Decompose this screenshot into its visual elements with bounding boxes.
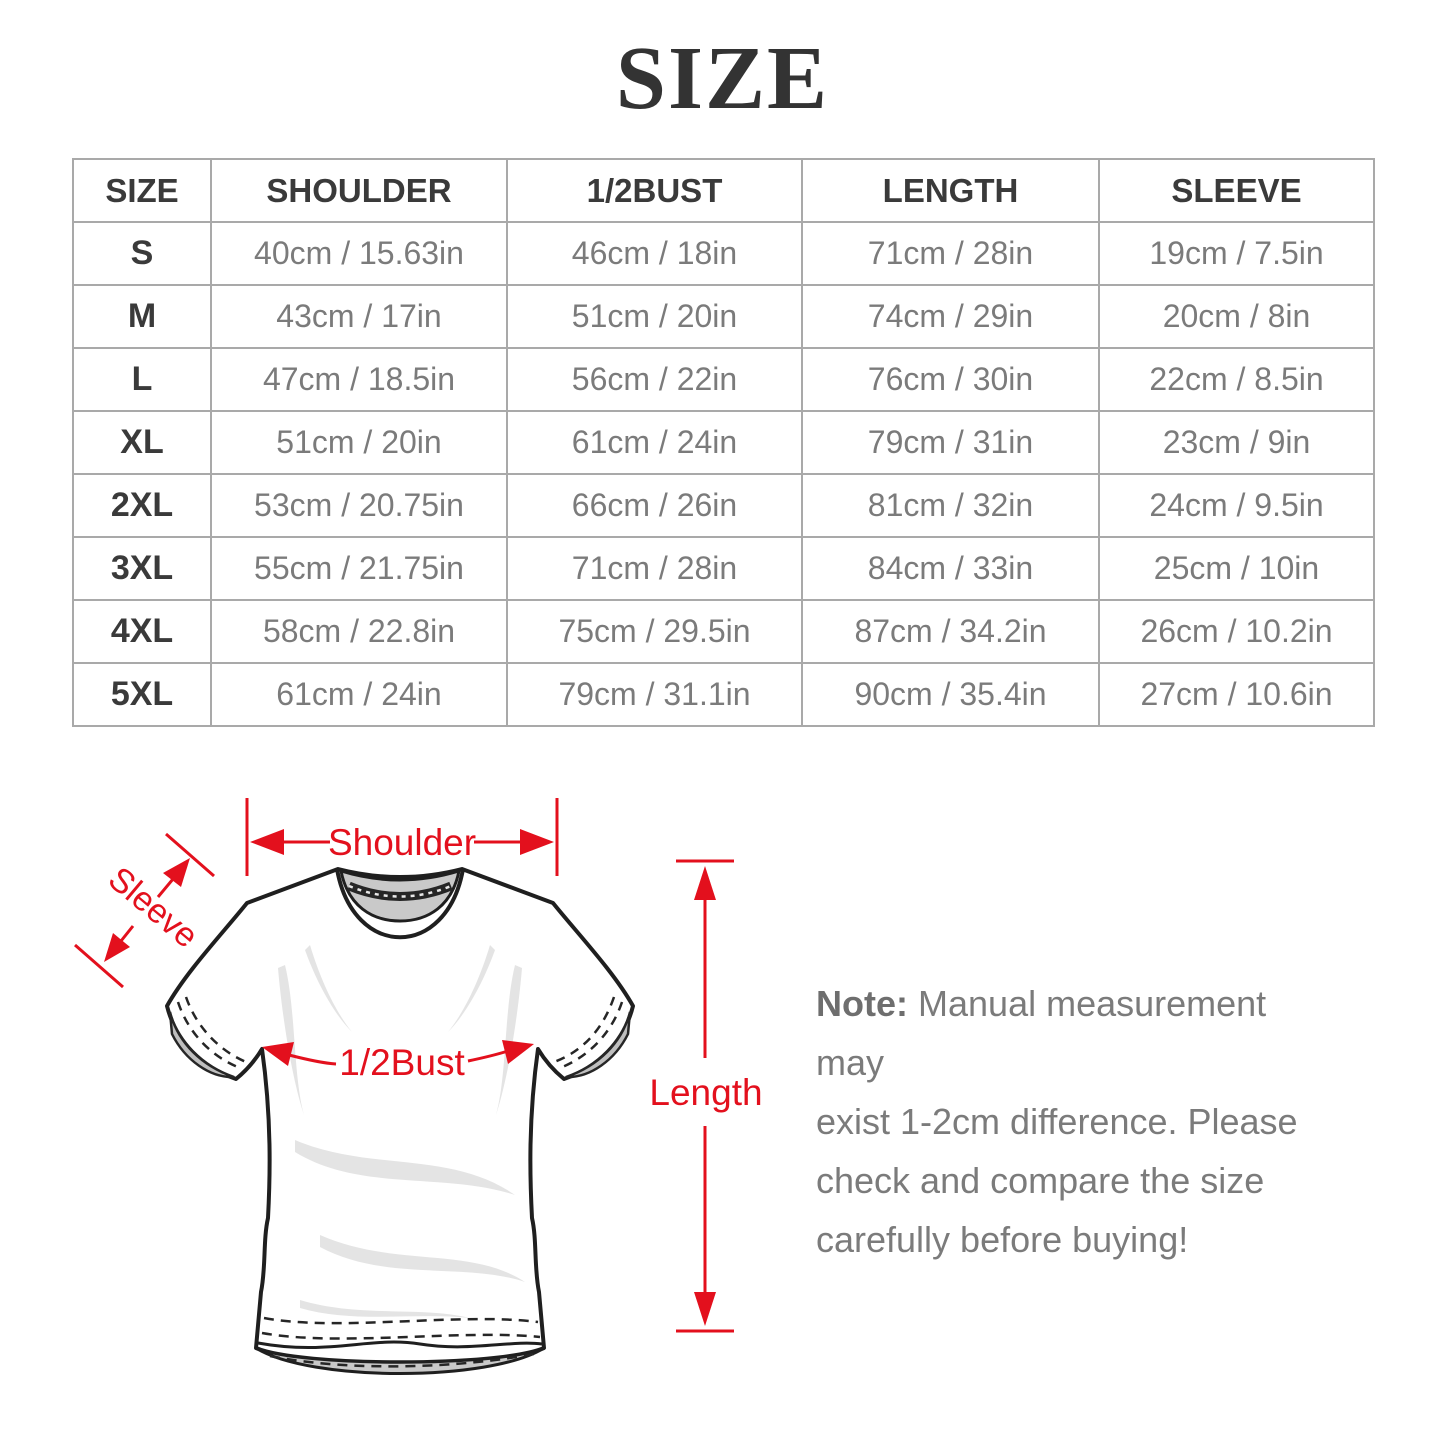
- collar-stitch-dots: [348, 884, 452, 898]
- hem-fold-line: [257, 1340, 543, 1349]
- row-size-label: XL: [72, 410, 212, 475]
- cell-sleeve: 19cm / 7.5in: [1098, 221, 1375, 286]
- cell-length: 79cm / 31in: [801, 410, 1100, 475]
- cell-halfbust: 46cm / 18in: [506, 221, 803, 286]
- cell-shoulder: 40cm / 15.63in: [210, 221, 508, 286]
- row-size-label: 5XL: [72, 662, 212, 727]
- cell-halfbust: 51cm / 20in: [506, 284, 803, 349]
- cell-shoulder: 61cm / 24in: [210, 662, 508, 727]
- table-header-row: SIZE SHOULDER 1/2BUST LENGTH SLEEVE: [72, 158, 1375, 223]
- cell-length: 81cm / 32in: [801, 473, 1100, 538]
- row-size-label: 3XL: [72, 536, 212, 601]
- right-sleeve-cuff: [553, 996, 632, 1079]
- cell-length: 87cm / 34.2in: [801, 599, 1100, 664]
- cell-halfbust: 61cm / 24in: [506, 410, 803, 475]
- column-header-sleeve: SLEEVE: [1098, 158, 1375, 223]
- cell-shoulder: 53cm / 20.75in: [210, 473, 508, 538]
- length-dimension-line: Length: [649, 859, 763, 1333]
- table-row: 4XL 58cm / 22.8in 75cm / 29.5in 87cm / 3…: [72, 599, 1375, 664]
- collar-front-rib: [335, 868, 465, 940]
- cell-shoulder: 51cm / 20in: [210, 410, 508, 475]
- cell-length: 90cm / 35.4in: [801, 662, 1100, 727]
- note-line: exist 1-2cm difference. Please: [816, 1101, 1298, 1142]
- cell-sleeve: 23cm / 9in: [1098, 410, 1375, 475]
- cell-length: 71cm / 28in: [801, 221, 1100, 286]
- table-row: 2XL 53cm / 20.75in 66cm / 26in 81cm / 32…: [72, 473, 1375, 538]
- cell-sleeve: 27cm / 10.6in: [1098, 662, 1375, 727]
- note-label: Note:: [816, 983, 908, 1024]
- cell-sleeve: 22cm / 8.5in: [1098, 347, 1375, 412]
- table-row: S 40cm / 15.63in 46cm / 18in 71cm / 28in…: [72, 221, 1375, 286]
- left-sleeve-cuff: [168, 996, 247, 1079]
- table-row: XL 51cm / 20in 61cm / 24in 79cm / 31in 2…: [72, 410, 1375, 475]
- shoulder-label: Shoulder: [328, 822, 476, 863]
- note-line: carefully before buying!: [816, 1219, 1189, 1260]
- cell-halfbust: 66cm / 26in: [506, 473, 803, 538]
- note-line: Note: Manual measurement may: [816, 974, 1336, 1092]
- row-size-label: 4XL: [72, 599, 212, 664]
- column-header-length: LENGTH: [801, 158, 1100, 223]
- size-table: SIZE SHOULDER 1/2BUST LENGTH SLEEVE S 40…: [72, 158, 1375, 727]
- collar: [335, 868, 465, 940]
- cell-shoulder: 58cm / 22.8in: [210, 599, 508, 664]
- column-header-size: SIZE: [72, 158, 212, 223]
- cell-shoulder: 43cm / 17in: [210, 284, 508, 349]
- cell-halfbust: 79cm / 31.1in: [506, 662, 803, 727]
- wrinkle-shading: [278, 945, 525, 1318]
- cell-halfbust: 75cm / 29.5in: [506, 599, 803, 664]
- cell-length: 84cm / 33in: [801, 536, 1100, 601]
- note-block: Note: Manual measurement may exist 1-2cm…: [816, 974, 1336, 1269]
- cell-sleeve: 26cm / 10.2in: [1098, 599, 1375, 664]
- hem-underside: [255, 1346, 545, 1375]
- column-header-halfbust: 1/2BUST: [506, 158, 803, 223]
- table-row: 5XL 61cm / 24in 79cm / 31.1in 90cm / 35.…: [72, 662, 1375, 727]
- cell-length: 76cm / 30in: [801, 347, 1100, 412]
- tshirt-body-outline: [165, 867, 635, 1365]
- tshirt-measurement-diagram: Shoulder Sleeve 1/2Bust: [74, 798, 763, 1375]
- table-row: L 47cm / 18.5in 56cm / 22in 76cm / 30in …: [72, 347, 1375, 412]
- cell-sleeve: 25cm / 10in: [1098, 536, 1375, 601]
- cell-shoulder: 47cm / 18.5in: [210, 347, 508, 412]
- hem: [255, 1316, 545, 1375]
- note-line-text: Manual measurement may: [816, 983, 1267, 1083]
- cell-halfbust: 56cm / 22in: [506, 347, 803, 412]
- row-size-label: S: [72, 221, 212, 286]
- cell-length: 74cm / 29in: [801, 284, 1100, 349]
- page-title: SIZE: [615, 29, 830, 128]
- sleeve-dimension-line: Sleeve: [74, 832, 215, 989]
- row-size-label: L: [72, 347, 212, 412]
- table-row: 3XL 55cm / 21.75in 71cm / 28in 84cm / 33…: [72, 536, 1375, 601]
- length-label: Length: [649, 1072, 762, 1113]
- half-bust-dimension-line: 1/2Bust: [262, 1040, 534, 1083]
- cell-halfbust: 71cm / 28in: [506, 536, 803, 601]
- row-size-label: M: [72, 284, 212, 349]
- table-row: M 43cm / 17in 51cm / 20in 74cm / 29in 20…: [72, 284, 1375, 349]
- note-line: check and compare the size: [816, 1160, 1265, 1201]
- shoulder-dimension-line: Shoulder: [245, 798, 559, 876]
- tshirt-illustration: [165, 867, 635, 1375]
- row-size-label: 2XL: [72, 473, 212, 538]
- column-header-shoulder: SHOULDER: [210, 158, 508, 223]
- cell-sleeve: 20cm / 8in: [1098, 284, 1375, 349]
- cell-sleeve: 24cm / 9.5in: [1098, 473, 1375, 538]
- cell-shoulder: 55cm / 21.75in: [210, 536, 508, 601]
- half-bust-label: 1/2Bust: [339, 1042, 465, 1083]
